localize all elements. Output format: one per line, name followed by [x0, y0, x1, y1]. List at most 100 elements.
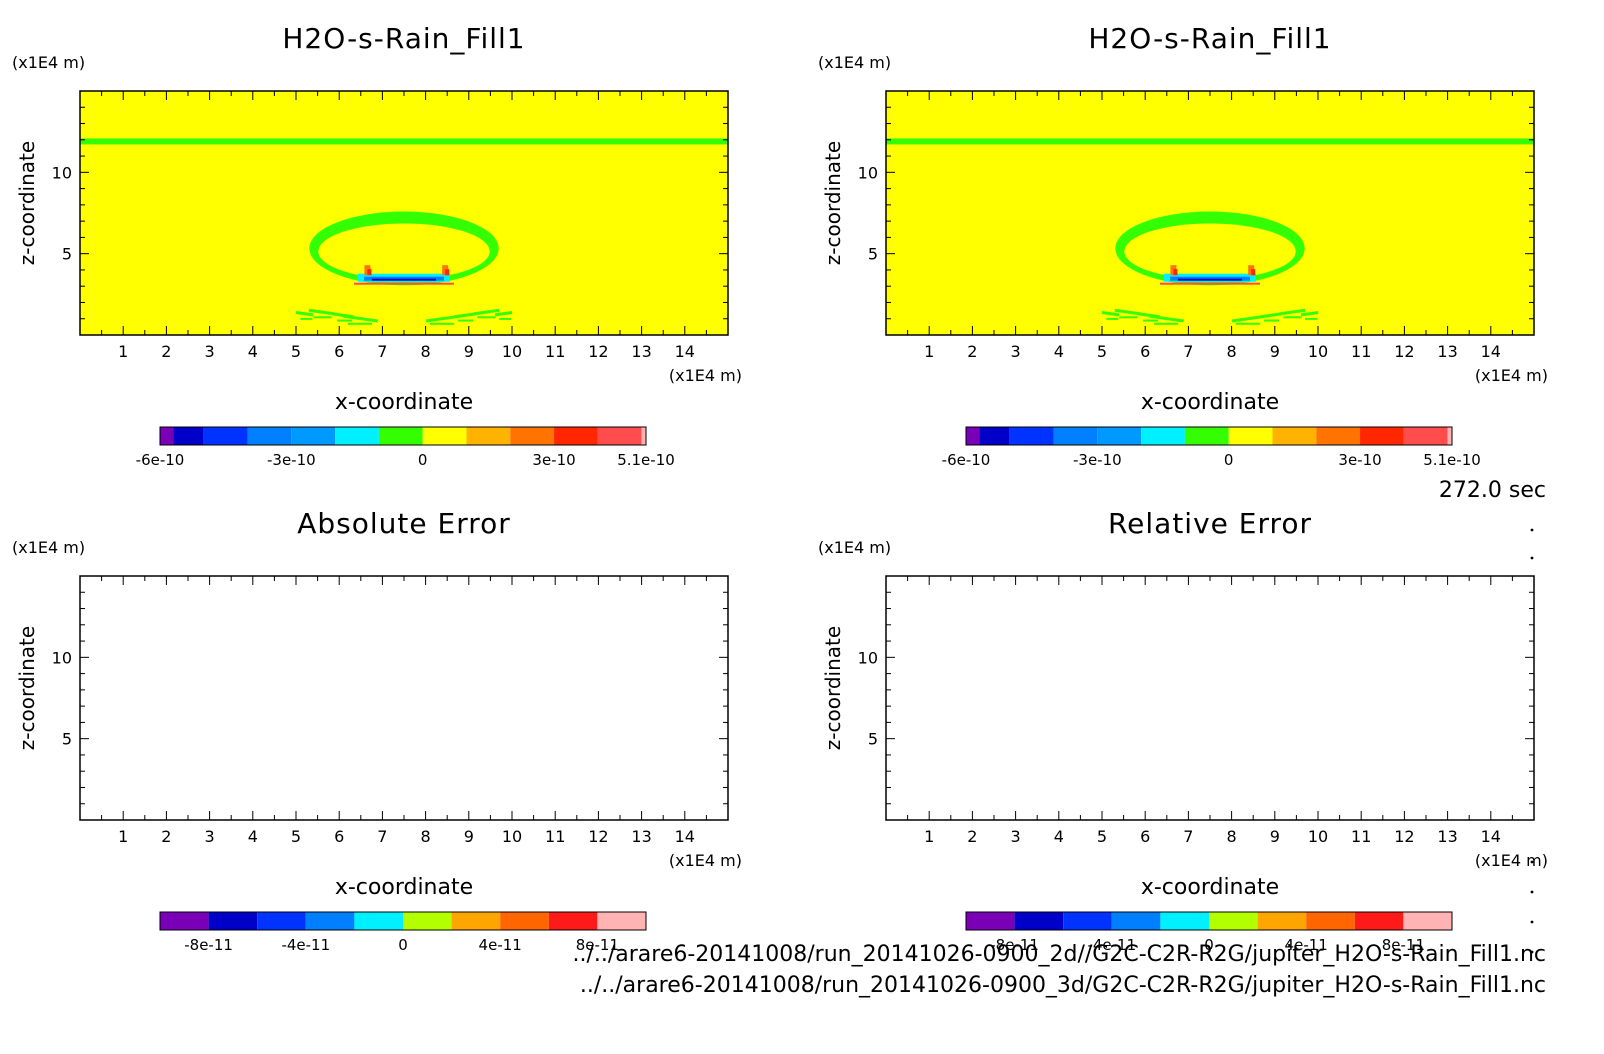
- plot-frame: [885, 575, 1535, 821]
- colorbar-frame: [965, 426, 1453, 446]
- x-tick-label: 10: [1308, 342, 1328, 361]
- x-tick-label: 14: [675, 827, 695, 846]
- colorbar-segment: [1184, 427, 1229, 445]
- x-axis-label: x-coordinate: [335, 875, 473, 900]
- debris-streak: [313, 316, 332, 319]
- colorbar-tick-label: -3e-10: [1073, 451, 1122, 469]
- chart-title: Absolute Error: [297, 507, 511, 540]
- debris-streak: [494, 311, 513, 317]
- x-tick-label: 10: [1308, 827, 1328, 846]
- x-tick-label: 6: [1140, 827, 1150, 846]
- x-axis-label: x-coordinate: [335, 390, 473, 415]
- colorbar-segment: [1316, 427, 1361, 445]
- y-tick-label: 5: [868, 245, 878, 264]
- debris-streak: [343, 314, 378, 323]
- colorbar-segment: [403, 912, 452, 930]
- negative-streak-peak: [372, 278, 436, 281]
- colorbar-tick-label: 5.1e-10: [617, 451, 675, 469]
- x-tick-label: 13: [1437, 827, 1457, 846]
- file-path-1: ../../arare6-20141008/run_20141026-0900_…: [572, 942, 1546, 967]
- x-tick-label: 5: [291, 827, 301, 846]
- x-tick-label: 12: [1394, 827, 1414, 846]
- chart-title: Relative Error: [1108, 507, 1312, 540]
- colorbar-segment: [378, 427, 423, 445]
- x-unit-label: (x1E4 m): [1475, 366, 1548, 385]
- colorbar-segment: [335, 427, 379, 445]
- x-tick-label: 11: [545, 827, 565, 846]
- positive-underline: [354, 282, 454, 285]
- debris-streak: [300, 317, 313, 320]
- x-tick-label: 2: [161, 827, 171, 846]
- colorbar: -8e-11 -4e-11 0 4e-11 8e-11: [965, 911, 1453, 954]
- y-unit-label: (x1E4 m): [818, 53, 891, 72]
- colorbar-segment: [305, 912, 355, 930]
- x-tick-label: 14: [1481, 827, 1501, 846]
- y-tick-label: 10: [858, 648, 878, 667]
- colorbar-segment: [554, 427, 598, 445]
- debris-streak: [1305, 317, 1318, 320]
- x-unit-label: (x1E4 m): [669, 851, 742, 870]
- y-tick-label: 5: [62, 245, 72, 264]
- debris-streak: [458, 319, 474, 322]
- horizontal-band: [80, 138, 728, 145]
- colorbar-segment: [160, 912, 209, 930]
- colorbar-segment: [466, 427, 511, 445]
- colorbar-segment: [1063, 912, 1112, 930]
- debris-streak: [1119, 316, 1138, 319]
- colorbar-segment: [422, 427, 467, 445]
- positive-underline: [1160, 282, 1260, 285]
- colorbar-tick-label: 0: [1204, 936, 1214, 954]
- colorbar-segment: [510, 427, 555, 445]
- y-tick-label: 10: [858, 163, 878, 182]
- ring-inner: [1124, 223, 1296, 280]
- debris-streak: [499, 317, 512, 320]
- x-tick-label: 14: [675, 342, 695, 361]
- y-axis-label: z-coordinate: [15, 626, 39, 750]
- colorbar-tick-label: 8e-11: [1382, 936, 1425, 954]
- x-tick-label: 1: [924, 342, 934, 361]
- colorbar-frame: [159, 911, 647, 931]
- x-tick-label: 10: [502, 342, 522, 361]
- x-tick-label: 7: [377, 827, 387, 846]
- stray-dot: [1530, 920, 1534, 924]
- x-tick-label: 4: [248, 342, 258, 361]
- debris-streak: [453, 312, 476, 319]
- colorbar-tick-label: -4e-11: [281, 936, 330, 954]
- colorbar-segment: [451, 912, 501, 930]
- x-unit-label: (x1E4 m): [1475, 851, 1548, 870]
- debris-streak: [1259, 312, 1282, 319]
- y-axis-label: z-coordinate: [821, 626, 845, 750]
- colorbar-segment: [1272, 427, 1317, 445]
- colorbar-tick-label: -6e-10: [136, 451, 185, 469]
- x-tick-label: 10: [502, 827, 522, 846]
- colorbar-tick-label: 0: [1224, 451, 1234, 469]
- x-tick-label: 7: [1183, 342, 1193, 361]
- x-tick-label: 5: [291, 342, 301, 361]
- colorbar-segment: [291, 427, 336, 445]
- colorbar-frame: [159, 426, 647, 446]
- file-path-2: ../../arare6-20141008/run_20141026-0900_…: [579, 973, 1546, 998]
- x-tick-label: 3: [205, 342, 215, 361]
- stray-dot: [1530, 860, 1534, 864]
- x-tick-label: 7: [377, 342, 387, 361]
- stray-dot: [1530, 528, 1534, 532]
- x-tick-label: 2: [161, 342, 171, 361]
- y-axis-label: z-coordinate: [15, 141, 39, 265]
- colorbar-segment: [1354, 912, 1404, 930]
- positive-edge-core: [1251, 269, 1256, 276]
- colorbar: -6e-10 -3e-10 0 3e-10 5.1e-10: [942, 426, 1481, 469]
- x-tick-label: 6: [334, 342, 344, 361]
- stray-dot: [1530, 556, 1534, 560]
- colorbar-segment: [1053, 427, 1098, 445]
- colorbar-segment: [1097, 427, 1142, 445]
- x-unit-label: (x1E4 m): [669, 366, 742, 385]
- colorbar-segment: [1228, 427, 1273, 445]
- debris-streak: [1283, 316, 1302, 319]
- y-tick-label: 10: [52, 648, 72, 667]
- colorbar-segment: [500, 912, 549, 930]
- colorbar-segment: [1111, 912, 1161, 930]
- debris-streak: [1114, 308, 1141, 316]
- colorbar-frame: [965, 911, 1453, 931]
- colorbar-tick-label: -6e-10: [942, 451, 991, 469]
